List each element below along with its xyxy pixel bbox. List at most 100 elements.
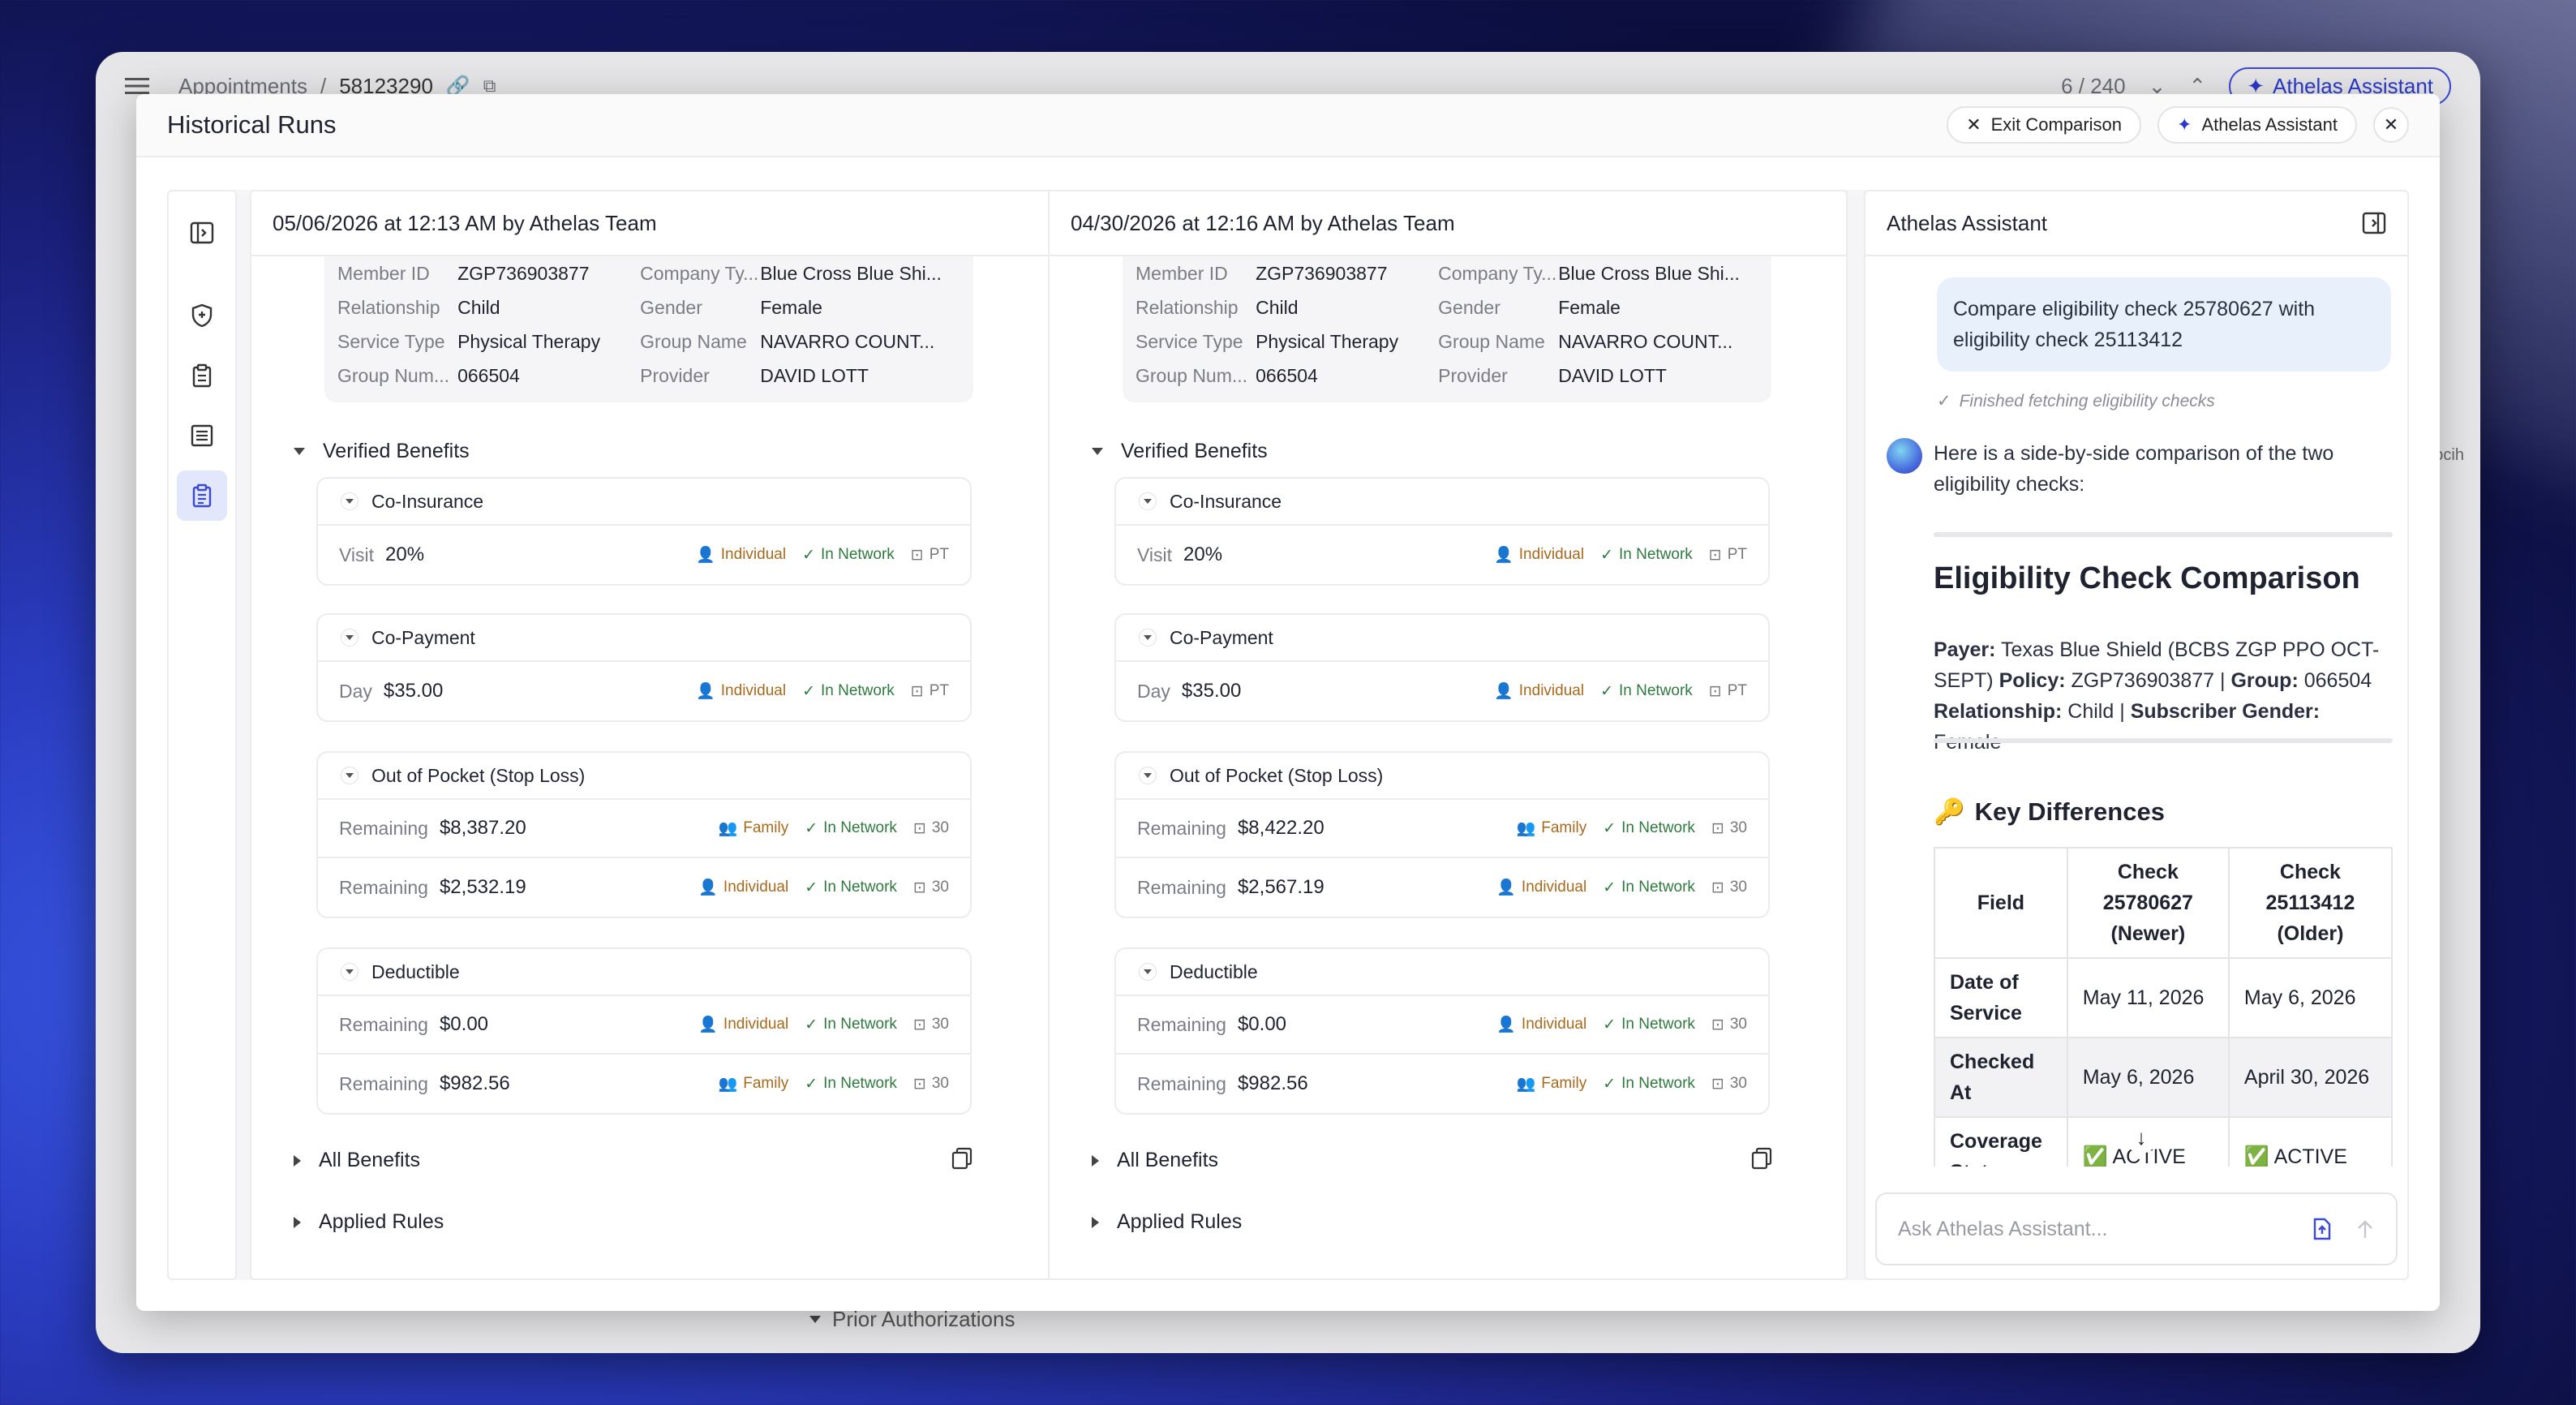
relationship-label: Relationship: bbox=[1934, 700, 2063, 723]
benefit-label: Day bbox=[1137, 680, 1170, 702]
rail-item-list[interactable] bbox=[177, 410, 227, 461]
side-rail bbox=[167, 190, 237, 1280]
chevron-down-icon bbox=[1139, 767, 1157, 784]
user-icon: 👤 bbox=[698, 879, 718, 896]
hamburger-menu-icon[interactable] bbox=[125, 76, 149, 96]
differences-table-wrap: Field Check 25780627 (Newer) Check 25113… bbox=[1934, 847, 2393, 1167]
send-arrow-icon[interactable] bbox=[2355, 1218, 2375, 1240]
caret-down-icon bbox=[294, 448, 305, 455]
tag-network: ✓ In Network bbox=[805, 879, 897, 896]
section-label: Verified Benefits bbox=[1121, 440, 1268, 462]
copy-icon[interactable] bbox=[951, 1147, 973, 1170]
info-value: Child bbox=[457, 296, 500, 318]
benefit-row: Remaining $982.56 👥 Family ✓ In Network ⊡ 30 bbox=[1116, 1055, 1768, 1113]
all-benefits-toggle[interactable]: All Benefits bbox=[1092, 1149, 1218, 1172]
benefit-tags: 👥 Family ✓ In Network ⊡ 30 bbox=[1517, 819, 1747, 838]
info-row: Relationship Child Gender Female bbox=[337, 290, 960, 324]
separator: | bbox=[2220, 669, 2226, 692]
differences-table: Field Check 25780627 (Newer) Check 25113… bbox=[1934, 847, 2393, 1167]
benefit-tags: 👤 Individual ✓ In Network ⊡ 30 bbox=[1496, 1015, 1747, 1034]
user-icon: 👤 bbox=[1496, 1016, 1516, 1033]
member-info-card: Member ID ZGP736903877 Company Ty... Blue C… bbox=[1123, 256, 1771, 402]
copy-icon[interactable]: ⧉ bbox=[483, 75, 496, 96]
assistant-input[interactable]: Ask Athelas Assistant... bbox=[1875, 1192, 2398, 1265]
panel-collapse-icon[interactable] bbox=[2362, 211, 2386, 235]
family-icon: 👥 bbox=[1516, 1076, 1536, 1093]
historical-runs-modal: Historical Runs ✕ Exit Comparison ✦ Athela… bbox=[136, 94, 2440, 1311]
info-label: Group Name bbox=[640, 330, 747, 352]
modal-assistant-button[interactable]: ✦ Athelas Assistant bbox=[2157, 106, 2357, 144]
applied-rules-toggle[interactable]: Applied Rules bbox=[1092, 1210, 1242, 1234]
benefit-value: $982.56 bbox=[1237, 1072, 1308, 1094]
card-header[interactable]: Out of Pocket (Stop Loss) bbox=[318, 753, 970, 800]
assistant-title: Athelas Assistant bbox=[1887, 210, 2047, 235]
section-label: Applied Rules bbox=[319, 1210, 444, 1233]
member-info-card: Member ID ZGP736903877 Company Ty... Blue C… bbox=[324, 256, 973, 402]
info-row: Relationship Child Gender Female bbox=[1136, 290, 1758, 324]
tag-service-code: ⊡ 30 bbox=[1711, 819, 1747, 837]
info-value: 066504 bbox=[457, 364, 520, 386]
table-row: Date of Service May 11, 2026 May 6, 2026 bbox=[1934, 957, 2393, 1038]
card-header[interactable]: Out of Pocket (Stop Loss) bbox=[1116, 753, 1768, 800]
table-header: Field bbox=[1934, 847, 2068, 959]
run-column-left: 05/06/2026 at 12:13 AM by Athelas Team M… bbox=[251, 191, 1050, 1278]
benefit-label: Remaining bbox=[1137, 1072, 1226, 1094]
modal-assistant-label: Athelas Assistant bbox=[2201, 114, 2338, 135]
separator: | bbox=[2119, 700, 2125, 723]
card-header[interactable]: Deductible bbox=[1116, 949, 1768, 996]
exit-comparison-button[interactable]: ✕ Exit Comparison bbox=[1947, 106, 2142, 144]
benefit-label: Visit bbox=[339, 544, 375, 565]
verified-benefits-toggle[interactable]: Verified Benefits bbox=[294, 440, 470, 463]
benefit-value: 20% bbox=[385, 544, 425, 565]
copy-icon[interactable] bbox=[1750, 1147, 1773, 1170]
user-icon: 👤 bbox=[696, 547, 715, 564]
app-top-right: 6 / 240 ⌄ ⌃ ✦ Athelas Assistant bbox=[2061, 67, 2451, 105]
rail-item-history[interactable] bbox=[177, 470, 227, 521]
link-icon[interactable]: 🔗 bbox=[445, 75, 470, 97]
attach-file-icon[interactable] bbox=[2312, 1218, 2333, 1240]
info-value: Physical Therapy bbox=[1256, 330, 1399, 352]
info-value: Female bbox=[760, 296, 822, 318]
chevron-down-icon bbox=[1139, 629, 1157, 647]
verified-benefits-toggle[interactable]: Verified Benefits bbox=[1092, 440, 1268, 463]
breadcrumb-appointments[interactable]: Appointments bbox=[178, 73, 307, 98]
card-header[interactable]: Co-Payment bbox=[1116, 615, 1768, 662]
tag-coverage-level: 👤 Individual bbox=[1496, 1016, 1587, 1033]
benefit-card-deductible: Deductible Remaining $0.00 👤 Individual ✓ In… bbox=[1114, 947, 1770, 1115]
tag-network: ✓ In Network bbox=[805, 1075, 897, 1093]
card-header[interactable]: Co-Insurance bbox=[1116, 479, 1768, 526]
rail-item-shield[interactable] bbox=[177, 290, 227, 341]
policy-value: ZGP736903877 bbox=[2071, 669, 2215, 692]
chevron-down-icon[interactable]: ⌄ bbox=[2148, 73, 2166, 98]
modal-close-button[interactable]: ✕ bbox=[2373, 107, 2409, 143]
info-value: ZGP736903877 bbox=[1256, 262, 1388, 284]
card-title: Co-Insurance bbox=[1170, 490, 1282, 512]
family-icon: 👥 bbox=[1516, 820, 1536, 837]
arrow-down-icon: ↓ bbox=[2136, 1124, 2147, 1149]
card-header[interactable]: Deductible bbox=[318, 949, 970, 996]
tag-coverage-level: 👥 Family bbox=[1516, 1075, 1587, 1093]
app-assistant-button[interactable]: ✦ Athelas Assistant bbox=[2229, 67, 2451, 105]
rail-item-clipboard[interactable] bbox=[177, 350, 227, 401]
card-header[interactable]: Co-Payment bbox=[318, 615, 970, 662]
check-icon: ✓ bbox=[1603, 879, 1616, 896]
tag-service-code: ⊡ 30 bbox=[912, 1075, 949, 1093]
card-title: Co-Payment bbox=[1170, 626, 1273, 648]
card-header[interactable]: Co-Insurance bbox=[318, 479, 970, 526]
all-benefits-toggle[interactable]: All Benefits bbox=[294, 1149, 420, 1172]
info-row: Group Num... 066504 Provider DAVID LOTT bbox=[337, 359, 960, 393]
chevron-up-icon[interactable]: ⌃ bbox=[2188, 73, 2207, 98]
benefit-row: Visit 20% 👤 Individual ✓ In Network ⊡ PT bbox=[318, 526, 970, 584]
info-label: Service Type bbox=[1136, 330, 1243, 352]
benefit-row: Remaining $0.00 👤 Individual ✓ In Network ⊡ 30 bbox=[318, 996, 970, 1055]
key-icon: 🔑 bbox=[1934, 797, 1965, 826]
scroll-down-button[interactable]: ↓ bbox=[2125, 1121, 2157, 1154]
user-icon: 👤 bbox=[698, 1016, 718, 1033]
rail-toggle-button[interactable] bbox=[177, 208, 227, 258]
divider bbox=[1934, 532, 2393, 537]
behind-text: ocih bbox=[2434, 446, 2464, 464]
applied-rules-toggle[interactable]: Applied Rules bbox=[294, 1210, 444, 1234]
benefit-row: Remaining $8,422.20 👥 Family ✓ In Network ⊡ 30 bbox=[1116, 800, 1768, 858]
input-placeholder: Ask Athelas Assistant... bbox=[1898, 1217, 2108, 1240]
behind-section-label: Prior Authorizations bbox=[832, 1307, 1015, 1331]
